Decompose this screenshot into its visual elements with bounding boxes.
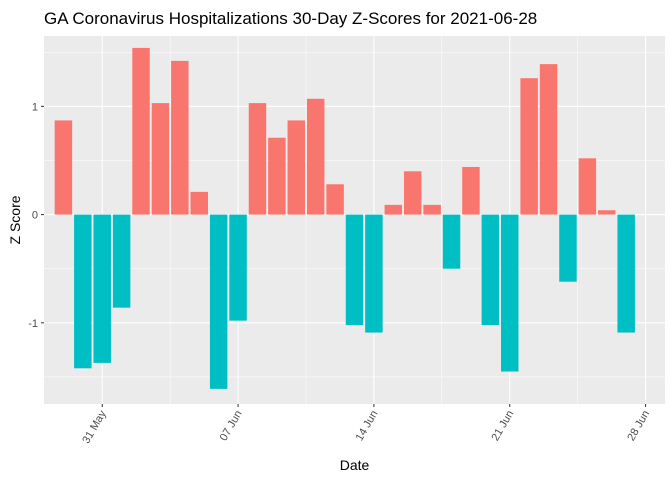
x-tick-label: 21 Jun	[489, 409, 516, 444]
bar	[617, 214, 635, 333]
bar	[306, 98, 325, 215]
bar	[520, 78, 538, 215]
bar	[132, 47, 150, 215]
x-tick-label: 07 Jun	[218, 409, 245, 444]
bar	[462, 166, 480, 215]
bar	[326, 184, 344, 215]
y-tick-label: -1	[28, 318, 38, 330]
bar	[539, 64, 558, 215]
y-tick-label: 0	[32, 210, 38, 222]
bar	[598, 210, 616, 215]
chart-title: GA Coronavirus Hospitalizations 30-Day Z…	[44, 9, 537, 28]
y-axis-title: Z Score	[7, 195, 23, 244]
bar	[423, 204, 441, 215]
x-tick-label: 14 Jun	[354, 409, 381, 444]
bar	[209, 214, 228, 389]
bar	[578, 158, 597, 215]
bar	[403, 171, 422, 215]
bar	[501, 214, 519, 372]
bar	[559, 214, 577, 282]
bar	[365, 214, 383, 333]
bar	[442, 214, 461, 269]
bar	[54, 120, 73, 215]
bar	[384, 204, 403, 215]
x-axis: 31 May 07 Jun 14 Jun 21 Jun 28 Jun	[80, 404, 652, 446]
bar	[345, 214, 364, 325]
x-tick-label: 28 Jun	[625, 409, 652, 444]
bar	[481, 214, 500, 325]
bar	[229, 214, 247, 321]
bar	[171, 60, 189, 215]
bar	[74, 214, 92, 369]
bar	[248, 103, 267, 215]
bar	[151, 103, 170, 215]
y-tick-label: 1	[32, 101, 38, 113]
bar	[268, 137, 286, 215]
bar	[112, 214, 131, 308]
bar	[287, 120, 306, 215]
bar	[190, 191, 208, 215]
bar	[93, 214, 111, 363]
x-axis-title: Date	[340, 457, 370, 473]
bars	[54, 47, 635, 389]
y-axis: -1 0 1	[28, 101, 44, 330]
x-tick-label: 31 May	[80, 408, 109, 446]
